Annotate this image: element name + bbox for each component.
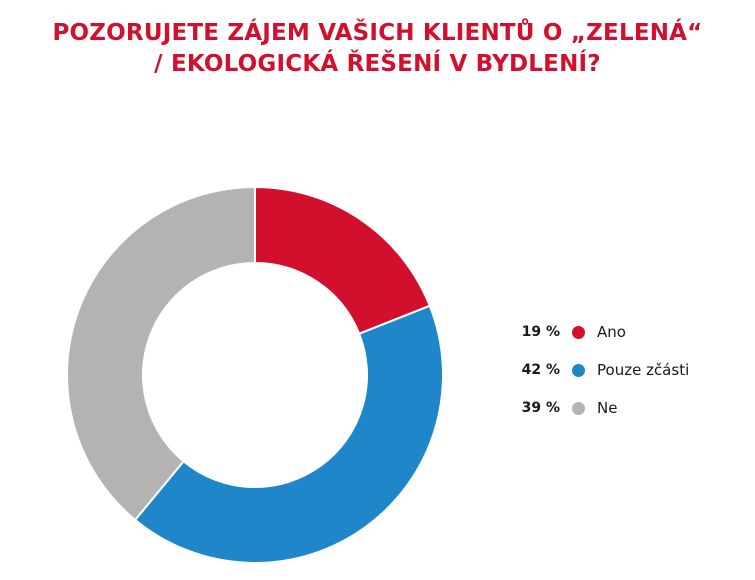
- legend-dot-ne-icon: [572, 401, 585, 415]
- legend-label-ne: Ne: [597, 399, 618, 417]
- legend-item-ano: 19 % Ano: [512, 313, 689, 351]
- chart-title-line-2: / EKOLOGICKÁ ŘEŠENÍ V BYDLENÍ?: [154, 51, 601, 77]
- donut-slice-pouze-zčásti: [133, 304, 444, 564]
- donut-slice-ano: [254, 185, 432, 336]
- legend-dot-ano-icon: [572, 325, 585, 339]
- donut-chart: [66, 185, 444, 564]
- chart-title-line-1: POZORUJETE ZÁJEM VAŠICH KLIENTŮ O „ZELEN…: [52, 20, 703, 46]
- legend-value-pouze-zcasti: 42 %: [521, 362, 560, 378]
- donut-slice-ne: [66, 185, 256, 522]
- legend-dot-pouze-zcasti-icon: [572, 363, 585, 377]
- legend-value-ano: 19 %: [521, 324, 560, 340]
- legend-label-ano: Ano: [597, 323, 626, 341]
- legend-label-pouze-zcasti: Pouze zčásti: [597, 361, 690, 379]
- chart-title: POZORUJETE ZÁJEM VAŠICH KLIENTŮ O „ZELEN…: [0, 18, 755, 80]
- legend-item-ne: 39 % Ne: [512, 389, 689, 427]
- legend-value-ne: 39 %: [521, 400, 560, 416]
- legend-item-pouze-zcasti: 42 % Pouze zčásti: [512, 351, 690, 389]
- legend: 19 % Ano 42 % Pouze zčásti 39 % Ne: [512, 313, 690, 427]
